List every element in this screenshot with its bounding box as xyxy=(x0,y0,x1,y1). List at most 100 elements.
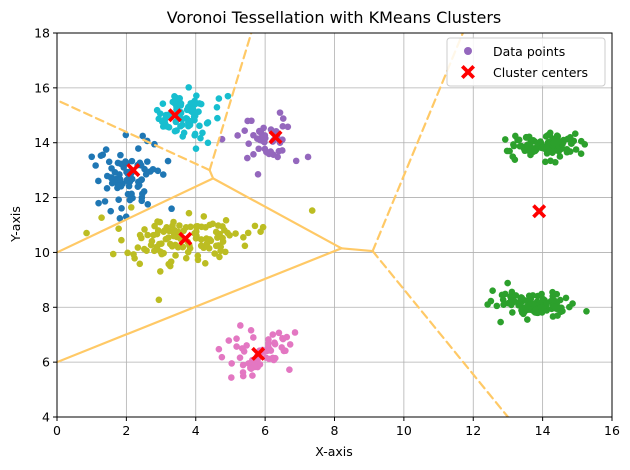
data-point-olive xyxy=(83,229,90,237)
data-point-green-upper xyxy=(503,147,511,155)
data-point-olive xyxy=(206,221,213,229)
data-point-green-lower xyxy=(509,298,517,306)
data-point-cyan xyxy=(197,100,205,108)
data-point-green-upper xyxy=(526,148,534,156)
data-point-green-upper xyxy=(572,146,580,153)
data-point-blue xyxy=(149,165,157,173)
data-point-green-lower xyxy=(551,303,558,311)
data-point-cyan xyxy=(191,100,199,108)
y-tick-label: 16 xyxy=(34,80,50,95)
data-point-purple xyxy=(245,140,252,147)
data-point-olive xyxy=(144,231,151,239)
data-point-blue xyxy=(103,185,111,192)
x-tick-label: 8 xyxy=(331,423,339,438)
data-point-blue xyxy=(107,207,115,215)
data-point-green-lower xyxy=(530,300,537,308)
x-tick-label: 10 xyxy=(396,423,412,438)
voronoi-edge-dashed xyxy=(371,249,510,417)
data-point-blue xyxy=(164,157,172,165)
data-point-pink xyxy=(228,374,235,381)
data-point-green-upper xyxy=(524,141,532,148)
data-point-olive xyxy=(134,244,142,251)
data-point-green-upper xyxy=(560,136,567,144)
data-point-olive xyxy=(192,228,200,235)
data-point-olive xyxy=(166,240,174,248)
data-point-green-lower xyxy=(484,301,491,308)
legend-cluster-centers-label: Cluster centers xyxy=(493,65,588,80)
data-point-blue xyxy=(111,168,119,176)
data-point-cyan xyxy=(178,121,186,129)
data-point-purple xyxy=(250,151,257,158)
data-point-olive xyxy=(165,234,172,241)
data-point-green-lower xyxy=(529,292,537,299)
data-point-olive xyxy=(174,243,182,251)
x-tick-label: 6 xyxy=(261,423,269,438)
data-point-blue xyxy=(88,153,96,161)
y-tick-label: 8 xyxy=(42,300,50,315)
data-point-pink xyxy=(233,343,240,350)
data-point-olive xyxy=(201,259,209,267)
data-point-green-upper xyxy=(518,142,525,150)
data-point-olive xyxy=(136,231,144,239)
data-point-cyan xyxy=(203,120,211,127)
data-point-pink xyxy=(238,345,246,352)
data-point-olive xyxy=(194,256,202,264)
data-point-blue xyxy=(137,176,145,184)
data-point-blue xyxy=(139,132,147,140)
y-tick-label: 4 xyxy=(42,410,50,425)
data-point-green-upper xyxy=(550,139,557,147)
data-point-blue xyxy=(122,131,130,139)
data-point-blue xyxy=(102,146,110,153)
data-point-olive xyxy=(172,252,179,259)
data-point-purple xyxy=(255,145,263,153)
data-point-olive xyxy=(155,296,163,304)
data-point-green-upper xyxy=(571,130,579,138)
data-point-pink xyxy=(247,327,255,334)
data-point-green-lower xyxy=(583,308,590,315)
data-point-blue xyxy=(144,200,152,208)
cluster-center-marker xyxy=(178,231,193,246)
data-point-purple xyxy=(276,109,284,116)
legend-box xyxy=(446,37,606,87)
data-point-cyan xyxy=(199,129,206,137)
data-point-cyan xyxy=(185,84,193,91)
data-point-olive xyxy=(232,230,239,237)
data-point-olive xyxy=(98,214,105,221)
data-point-blue xyxy=(95,199,102,207)
data-point-olive xyxy=(222,217,230,224)
data-point-purple xyxy=(254,171,262,178)
data-point-cyan xyxy=(192,145,200,152)
data-point-olive xyxy=(148,237,156,245)
data-point-olive xyxy=(212,228,220,236)
data-point-olive xyxy=(169,222,176,230)
data-point-olive xyxy=(160,228,167,236)
data-point-purple xyxy=(304,153,312,161)
data-point-olive xyxy=(154,218,161,225)
data-point-blue xyxy=(107,174,115,181)
data-point-olive xyxy=(185,209,193,217)
data-point-olive xyxy=(156,268,164,275)
data-point-blue xyxy=(135,145,142,152)
data-point-blue xyxy=(138,197,146,205)
data-point-cyan xyxy=(153,106,161,114)
data-point-pink xyxy=(215,345,223,353)
data-point-pink xyxy=(286,341,294,348)
data-point-blue xyxy=(92,162,99,169)
data-point-blue xyxy=(116,215,124,222)
data-point-green-lower xyxy=(538,304,545,311)
data-point-cyan xyxy=(196,122,203,130)
data-point-blue xyxy=(115,196,122,203)
cluster-center-marker xyxy=(126,163,141,178)
data-point-purple xyxy=(267,126,275,133)
x-axis-label: X-axis xyxy=(315,444,353,459)
data-point-purple xyxy=(241,127,249,135)
data-point-green-upper xyxy=(556,153,564,160)
y-tick-label: 10 xyxy=(34,245,50,260)
data-point-blue xyxy=(95,177,102,185)
x-tick-label: 16 xyxy=(604,423,620,438)
legend-cluster-centers-marker xyxy=(461,65,475,79)
y-tick-label: 12 xyxy=(34,190,50,205)
data-point-olive xyxy=(182,223,190,231)
data-point-olive xyxy=(251,222,259,230)
data-point-pink xyxy=(239,369,247,376)
